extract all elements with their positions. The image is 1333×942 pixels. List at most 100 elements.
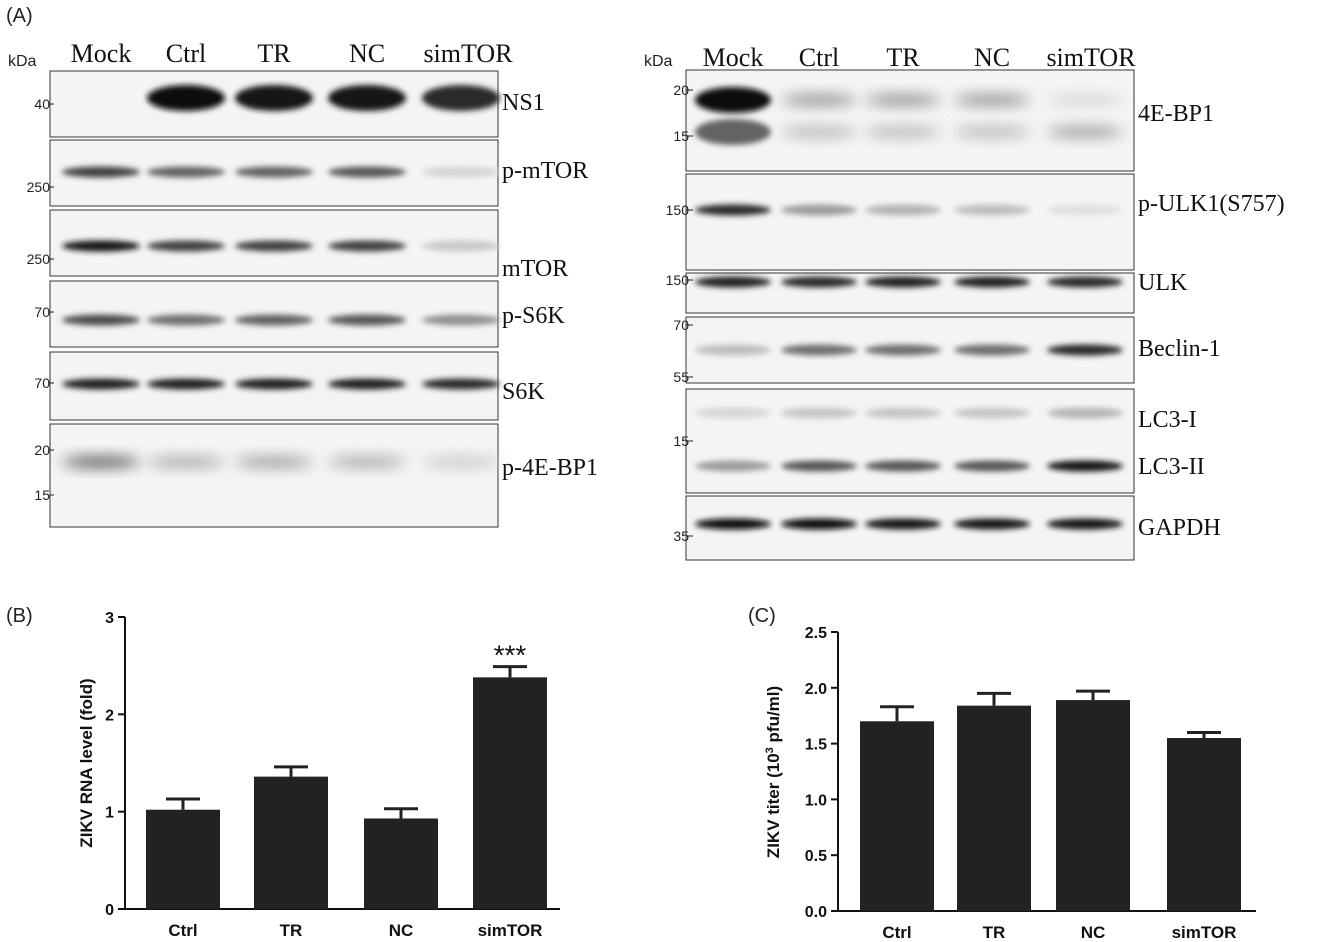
band-lane-5 <box>1047 204 1123 216</box>
y-tick-label: 2.0 <box>805 681 827 698</box>
marker-label: 20 <box>34 442 50 458</box>
band-lane-1 <box>62 314 140 326</box>
band-lane-5 <box>1047 94 1123 106</box>
blot-mtor: 250 mTOR <box>27 209 568 282</box>
bar-tr <box>254 776 328 909</box>
marker-label: 70 <box>673 317 689 333</box>
blot-p-ulk1-s757: 150 p-ULK1(S757) <box>666 173 1285 271</box>
band-lane-2 <box>781 94 857 106</box>
band-lane-2 <box>781 407 857 419</box>
blot-ulk: 150 ULK <box>666 270 1188 314</box>
y-tick-label: 1 <box>105 805 114 822</box>
marker-label: 70 <box>34 304 50 320</box>
lane-label-tr: TR <box>886 43 920 72</box>
lane-label-nc: NC <box>349 39 385 68</box>
protein-label: S6K <box>502 379 545 405</box>
band-lane-2 <box>147 85 225 111</box>
protein-label: 4E-BP1 <box>1138 101 1214 127</box>
band-lane-3 <box>865 460 941 472</box>
band-lane-4 <box>954 204 1030 216</box>
band-lane-1 <box>62 378 140 390</box>
kda-label-right: kDa <box>644 53 673 70</box>
protein-label: mTOR <box>502 256 568 282</box>
x-tick-label: simTOR <box>478 921 543 940</box>
band-lane-5 <box>422 166 500 178</box>
y-tick-label: 1.5 <box>805 737 827 754</box>
band-lane-4 <box>328 456 406 468</box>
lane-label-mock: Mock <box>703 43 764 72</box>
band-lane-2 <box>781 204 857 216</box>
x-tick-label: TR <box>983 923 1006 942</box>
lane-labels-left: Mock Ctrl TR NC simTOR <box>71 39 514 68</box>
western-blot-right: kDa Mock Ctrl TR NC simTOR 20 15 4E-BP1 150… <box>644 43 1285 561</box>
band-lane-4 <box>328 85 406 111</box>
x-tick-label: NC <box>389 921 414 940</box>
band-lane-4 <box>954 460 1030 472</box>
blot-frame <box>49 280 499 348</box>
band-lane-1 <box>695 344 771 356</box>
bar-nc <box>1056 700 1130 911</box>
bar-simtor <box>1167 738 1241 911</box>
band-lane-1 <box>695 460 771 472</box>
lane-label-tr: TR <box>257 39 291 68</box>
y-tick-label: 0.0 <box>805 904 827 921</box>
band-lane-1 <box>62 456 140 468</box>
blot-p-mtor: 250 p-mTOR <box>27 139 588 207</box>
band-lane-2 <box>781 276 857 288</box>
chart-zikv-titer: ZIKV titer (103 pfu/ml) 0.0 0.5 1.0 1.5 2.0 2… <box>764 625 1256 942</box>
x-tick-label: Ctrl <box>882 923 911 942</box>
y-tick-label: 1.0 <box>805 792 827 809</box>
blot-s6k: 70 S6K <box>34 351 545 421</box>
band-lane-4 <box>954 94 1030 106</box>
lane-label-nc: NC <box>974 43 1010 72</box>
band-lane-3 <box>235 85 313 111</box>
band-lane-2 <box>781 518 857 530</box>
kda-label-left: kDa <box>8 53 37 70</box>
marker-label: 40 <box>34 96 50 112</box>
y-tick-label: 2 <box>105 707 114 724</box>
protein-label: GAPDH <box>1138 515 1221 541</box>
protein-label: NS1 <box>502 90 545 116</box>
blot-gapdh: 35 GAPDH <box>673 495 1221 561</box>
lane-label-mock: Mock <box>71 39 132 68</box>
band-lane-2 <box>147 456 225 468</box>
band-lane-3 <box>865 94 941 106</box>
x-tick-label: TR <box>280 921 303 940</box>
band-lane-5 <box>1047 126 1123 138</box>
y-tick-label: 0 <box>105 902 114 919</box>
panel-b-label: (B) <box>6 605 33 627</box>
marker-label: 70 <box>34 375 50 391</box>
band-lane-5 <box>422 456 500 468</box>
y-axis-label: ZIKV RNA level (fold) <box>77 678 96 847</box>
band-lane-4 <box>328 378 406 390</box>
blot-p-4e-bp1: 20 15 p-4E-BP1 <box>34 423 598 528</box>
blot-ns1: 40 NS1 <box>34 70 545 138</box>
band-lane-3 <box>865 126 941 138</box>
band-lane-2 <box>147 378 225 390</box>
band-lane-5 <box>1047 344 1123 356</box>
band-lane-2 <box>147 166 225 178</box>
blot-p-s6k: 70 p-S6K <box>34 280 565 348</box>
blot-frame <box>685 173 1135 271</box>
marker-label: 15 <box>34 487 50 503</box>
band-lane-3 <box>865 204 941 216</box>
band-lane-1 <box>695 119 771 145</box>
bar-nc <box>364 818 438 909</box>
lane-label-ctrl: Ctrl <box>166 39 206 68</box>
band-lane-5 <box>422 378 500 390</box>
marker-label: 20 <box>673 82 689 98</box>
protein-label: LC3-I <box>1138 407 1197 433</box>
bar-tr <box>957 705 1031 911</box>
band-lane-3 <box>865 344 941 356</box>
significance-label: *** <box>494 640 527 671</box>
band-lane-2 <box>147 240 225 252</box>
band-lane-3 <box>235 456 313 468</box>
protein-label: p-ULK1(S757) <box>1138 191 1285 217</box>
x-tick-label: simTOR <box>1172 923 1237 942</box>
western-blot-left: kDa Mock Ctrl TR NC simTOR 40 NS1 250 p-mTO… <box>8 39 598 528</box>
marker-label: 15 <box>673 128 689 144</box>
band-lane-4 <box>954 407 1030 419</box>
blot-4e-bp1: 20 15 4E-BP1 <box>673 69 1214 172</box>
marker-label: 55 <box>673 369 689 385</box>
